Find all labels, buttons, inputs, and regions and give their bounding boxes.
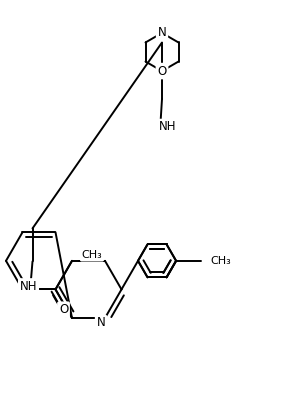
Text: N: N — [97, 316, 105, 329]
Text: NH: NH — [20, 280, 37, 293]
Text: CH₃: CH₃ — [82, 250, 102, 260]
Text: O: O — [59, 303, 68, 316]
Text: O: O — [157, 65, 167, 78]
Text: NH: NH — [159, 121, 177, 134]
Text: CH₃: CH₃ — [211, 256, 232, 266]
Text: N: N — [158, 26, 166, 39]
